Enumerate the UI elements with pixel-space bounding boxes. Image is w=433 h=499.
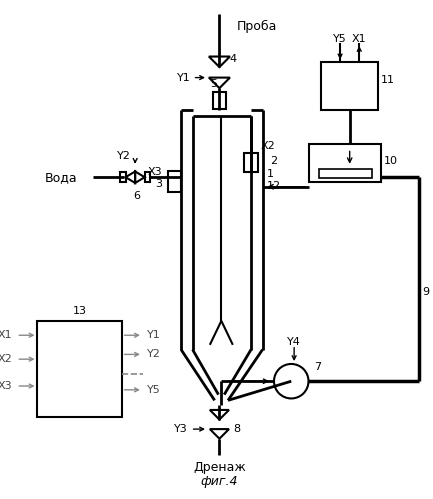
- Text: X3: X3: [147, 168, 162, 178]
- Bar: [145, 173, 150, 182]
- Text: 6: 6: [133, 191, 141, 202]
- Bar: [37, 321, 122, 417]
- Text: 1: 1: [266, 169, 273, 179]
- Text: Y1: Y1: [177, 72, 191, 83]
- Text: 9: 9: [423, 287, 430, 297]
- Text: Y5: Y5: [333, 34, 347, 44]
- Text: 4: 4: [229, 54, 236, 64]
- Text: Y3: Y3: [174, 424, 188, 434]
- Text: X2: X2: [261, 141, 275, 151]
- Text: 13: 13: [73, 306, 87, 316]
- Bar: [168, 171, 181, 192]
- Text: 11: 11: [381, 74, 395, 84]
- Text: Y5: Y5: [147, 385, 160, 395]
- Text: X3: X3: [0, 381, 13, 391]
- Bar: [321, 62, 378, 110]
- Text: 2: 2: [270, 156, 277, 166]
- Text: 12: 12: [266, 181, 281, 191]
- Text: фиг.4: фиг.4: [200, 475, 238, 489]
- Text: Y2: Y2: [147, 349, 161, 359]
- Bar: [213, 92, 226, 109]
- Text: X2: X2: [0, 354, 13, 364]
- Text: Y1: Y1: [147, 330, 160, 340]
- Text: 8: 8: [233, 424, 240, 434]
- Bar: [244, 153, 258, 173]
- Text: Проба: Проба: [237, 20, 277, 33]
- Text: 5: 5: [210, 79, 217, 89]
- Text: X1: X1: [352, 34, 367, 44]
- Text: Дренаж: Дренаж: [193, 461, 246, 474]
- Text: 10: 10: [384, 156, 398, 166]
- Text: X1: X1: [0, 330, 13, 340]
- Text: Y4: Y4: [287, 337, 301, 347]
- Text: 3: 3: [155, 179, 162, 189]
- Text: Y2: Y2: [117, 151, 131, 161]
- Bar: [310, 144, 381, 182]
- Bar: [319, 169, 372, 178]
- Bar: [120, 173, 126, 182]
- Text: 7: 7: [314, 362, 321, 372]
- Text: Вода: Вода: [45, 171, 78, 184]
